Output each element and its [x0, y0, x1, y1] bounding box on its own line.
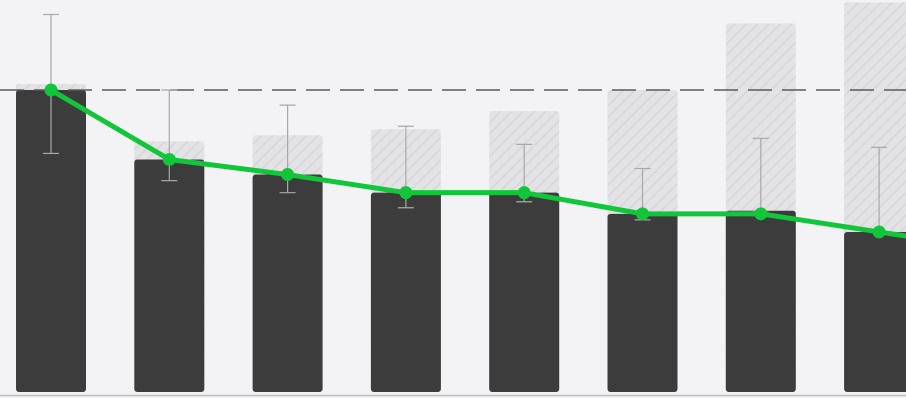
bars	[16, 90, 906, 392]
trend-point	[872, 225, 886, 239]
bar	[607, 213, 678, 392]
trend-points	[44, 83, 886, 239]
trend-point	[517, 186, 531, 200]
trend-point	[754, 207, 768, 221]
trend-point	[162, 152, 176, 166]
bar	[134, 159, 205, 392]
trend-point	[636, 207, 649, 221]
trend-point	[399, 186, 413, 200]
error-bars	[43, 13, 888, 233]
trend-point	[281, 168, 295, 182]
trend-point	[44, 83, 58, 97]
bar	[252, 174, 323, 392]
bar	[844, 231, 906, 392]
bar	[16, 90, 86, 392]
bar	[489, 192, 560, 392]
bar	[725, 210, 796, 392]
bar	[370, 192, 441, 392]
